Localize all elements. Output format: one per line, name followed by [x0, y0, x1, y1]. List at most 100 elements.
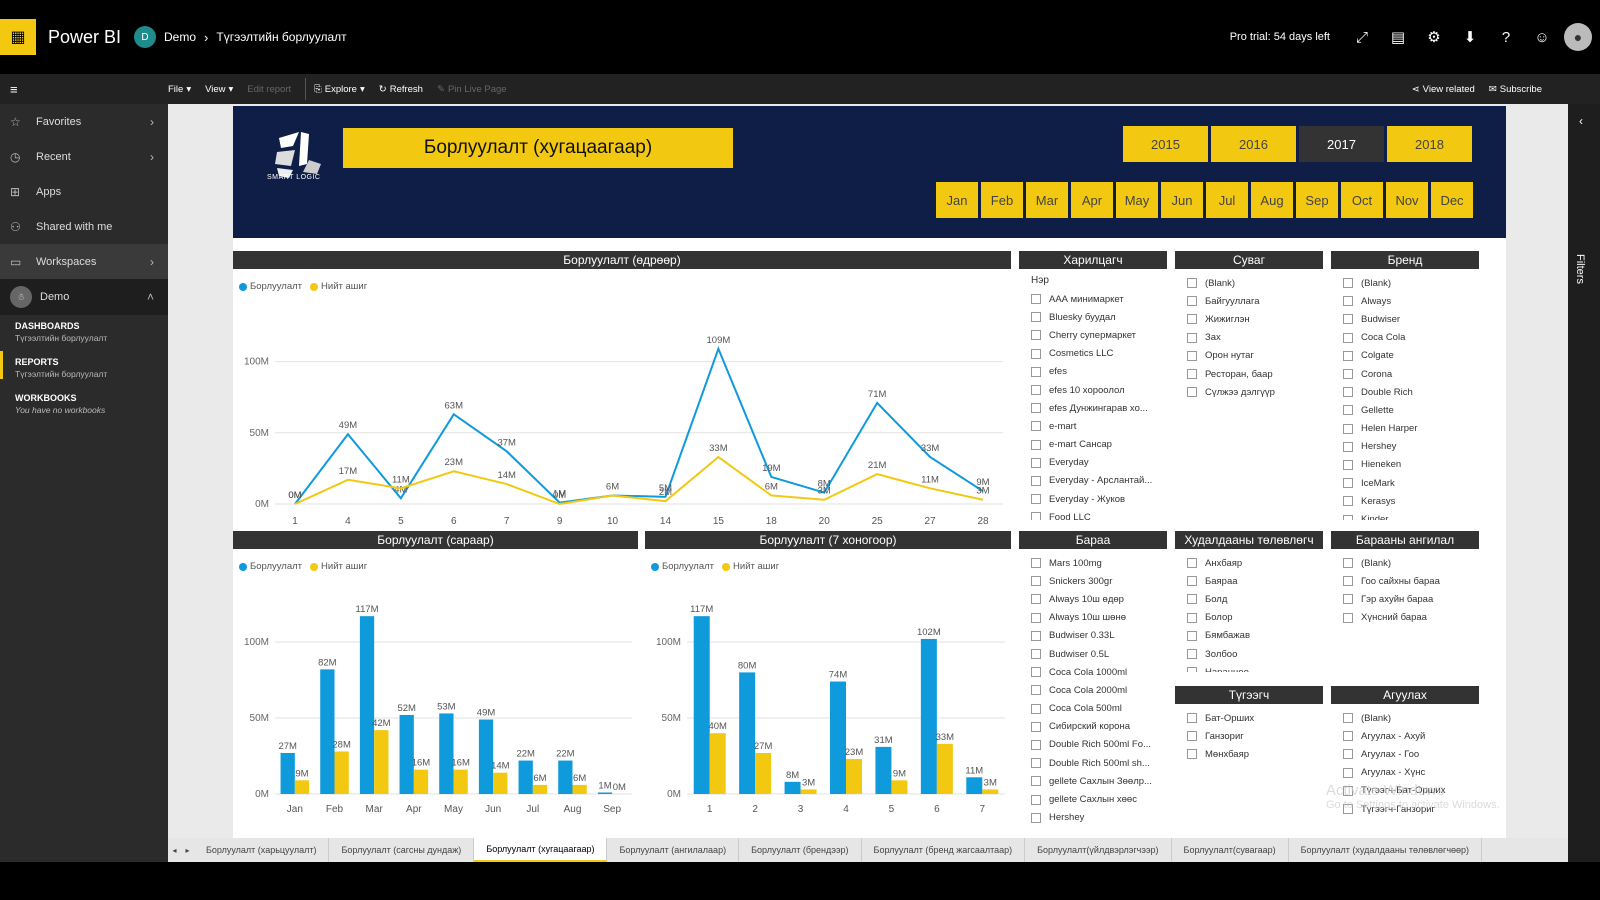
- slicer-item[interactable]: efes Дунжингарав хо...: [1031, 399, 1167, 417]
- slicer-item[interactable]: Анхбаяр: [1187, 554, 1323, 572]
- slicer-item[interactable]: Баяраа: [1187, 572, 1323, 590]
- arrow-right-icon[interactable]: ▸: [185, 845, 190, 855]
- checkbox[interactable]: [1343, 558, 1353, 569]
- checkbox[interactable]: [1187, 612, 1197, 623]
- slicer-item[interactable]: Corona: [1343, 365, 1479, 383]
- checkbox[interactable]: [1187, 278, 1197, 289]
- checkbox[interactable]: [1187, 667, 1197, 672]
- filters-pane[interactable]: ‹ Filters: [1568, 104, 1600, 862]
- view-menu[interactable]: View ▾: [205, 83, 234, 95]
- checkbox[interactable]: [1343, 387, 1353, 398]
- checkbox[interactable]: [1343, 731, 1353, 742]
- slicer-item[interactable]: Double Rich 500ml Fo...: [1031, 736, 1167, 754]
- checkbox[interactable]: [1031, 439, 1041, 450]
- checkbox[interactable]: [1343, 514, 1353, 520]
- checkbox[interactable]: [1031, 348, 1041, 359]
- slicer-item[interactable]: Агуулах - Хүнс: [1343, 764, 1479, 782]
- checkbox[interactable]: [1187, 558, 1197, 569]
- checkbox[interactable]: [1031, 612, 1041, 623]
- slicer-item[interactable]: Агуулах - Гоо: [1343, 745, 1479, 763]
- slicer-item[interactable]: Everyday: [1031, 454, 1167, 472]
- checkbox[interactable]: [1031, 312, 1041, 323]
- checkbox[interactable]: [1031, 421, 1041, 432]
- checkbox[interactable]: [1343, 332, 1353, 343]
- checkbox[interactable]: [1031, 494, 1041, 505]
- page-tab[interactable]: Борлуулалт (бренд жагсаалтаар): [862, 838, 1026, 862]
- subscribe-button[interactable]: ✉ Subscribe: [1488, 83, 1542, 95]
- nav-favorites[interactable]: ☆ Favorites ›: [10, 114, 154, 129]
- slicer-item[interactable]: Мөнхбаяр: [1187, 745, 1323, 763]
- slicer-item[interactable]: Always 10ш өдөр: [1031, 590, 1167, 608]
- page-tab[interactable]: Борлуулалт (сагсны дундаж): [329, 838, 475, 862]
- pin-live-page-button[interactable]: ✎ Pin Live Page: [436, 83, 507, 95]
- checkbox[interactable]: [1343, 441, 1353, 452]
- checkbox[interactable]: [1343, 314, 1353, 325]
- file-menu[interactable]: File ▾: [168, 83, 192, 95]
- slicer-item[interactable]: (Blank): [1343, 554, 1479, 572]
- slicer-item[interactable]: Budwiser 0.33L: [1031, 627, 1167, 645]
- slicer-item[interactable]: Сүлжээ дэлгүүр: [1187, 383, 1323, 401]
- slicer-item[interactable]: Сибирский корона: [1031, 718, 1167, 736]
- dashboard-link[interactable]: Түгээлтийн борлуулалт: [15, 333, 108, 343]
- download-icon[interactable]: ⬇: [1463, 29, 1477, 46]
- hamburger-icon[interactable]: ≡: [10, 81, 18, 97]
- checkbox[interactable]: [1031, 475, 1041, 486]
- page-tab[interactable]: Борлуулалт(сувагаар): [1172, 838, 1289, 862]
- checkbox[interactable]: [1031, 403, 1041, 414]
- slicer-item[interactable]: efes 10 хороолол: [1031, 381, 1167, 399]
- checkbox[interactable]: [1031, 721, 1041, 732]
- page-tab[interactable]: Борлуулалт (хугацаагаар): [474, 838, 608, 862]
- monthly-bar-chart[interactable]: 100M 50M 0M 27M 9M Jan 82M 28M Feb 117M 42M Mar 52M 1…: [233, 576, 638, 838]
- slicer-item[interactable]: Гэр ахуйн бараа: [1343, 590, 1479, 608]
- month-button[interactable]: Jan: [936, 182, 978, 218]
- slicer-item[interactable]: (Blank): [1343, 274, 1479, 292]
- view-related-button[interactable]: ⋖ View related: [1411, 83, 1475, 95]
- checkbox[interactable]: [1343, 804, 1353, 815]
- report-link[interactable]: Түгээлтийн борлуулалт: [15, 369, 108, 379]
- slicer-item[interactable]: Coca Cola 500ml: [1031, 700, 1167, 718]
- checkbox[interactable]: [1031, 457, 1041, 468]
- checkbox[interactable]: [1343, 767, 1353, 778]
- slicer-item[interactable]: ААА минимаркет: [1031, 290, 1167, 308]
- slicer-item[interactable]: IceMark: [1343, 474, 1479, 492]
- checkbox[interactable]: [1187, 296, 1197, 307]
- slicer-item[interactable]: Наранцоо: [1187, 663, 1323, 672]
- checkbox[interactable]: [1187, 350, 1197, 361]
- checkbox[interactable]: [1187, 713, 1197, 724]
- checkbox[interactable]: [1031, 594, 1041, 605]
- page-tab[interactable]: Борлуулалт(үйлдвэрлэгчээр): [1025, 838, 1172, 862]
- checkbox[interactable]: [1343, 478, 1353, 489]
- slicer-item[interactable]: Байгууллага: [1187, 292, 1323, 310]
- checkbox[interactable]: [1031, 512, 1041, 520]
- slicer-item[interactable]: Kerasys: [1343, 492, 1479, 510]
- gear-icon[interactable]: ⚙: [1427, 29, 1441, 46]
- nav-demo-workspace[interactable]: ☃ Demo ˄: [0, 279, 168, 315]
- page-tab[interactable]: Борлуулалт (брендээр): [739, 838, 862, 862]
- checkbox[interactable]: [1343, 278, 1353, 289]
- slicer-item[interactable]: gellete Сахлын хөөс: [1031, 790, 1167, 808]
- checkbox[interactable]: [1031, 558, 1041, 569]
- checkbox[interactable]: [1343, 496, 1353, 507]
- checkbox[interactable]: [1343, 350, 1353, 361]
- checkbox[interactable]: [1343, 612, 1353, 623]
- month-button[interactable]: Oct: [1341, 182, 1383, 218]
- checkbox[interactable]: [1343, 594, 1353, 605]
- nav-workspaces[interactable]: ▭ Workspaces ›: [0, 244, 168, 279]
- explore-menu[interactable]: ⎘ Explore ▾: [314, 83, 365, 95]
- legend-item[interactable]: Борлуулалт: [239, 561, 302, 572]
- slicer-item[interactable]: Coca Cola 1000ml: [1031, 663, 1167, 681]
- tab-scroll-arrows[interactable]: ◂ ▸: [168, 846, 194, 855]
- checkbox[interactable]: [1187, 387, 1197, 398]
- checkbox[interactable]: [1343, 713, 1353, 724]
- checkbox[interactable]: [1031, 330, 1041, 341]
- slicer-item[interactable]: Түгээгч-Бат-Орших: [1343, 782, 1479, 800]
- checkbox[interactable]: [1031, 630, 1041, 641]
- checkbox[interactable]: [1187, 576, 1197, 587]
- checkbox[interactable]: [1343, 785, 1353, 796]
- checkbox[interactable]: [1343, 369, 1353, 380]
- month-button[interactable]: Sep: [1296, 182, 1338, 218]
- trial-status[interactable]: Pro trial: 54 days left: [1229, 31, 1330, 43]
- year-button[interactable]: 2016: [1211, 126, 1296, 162]
- checkbox[interactable]: [1343, 459, 1353, 470]
